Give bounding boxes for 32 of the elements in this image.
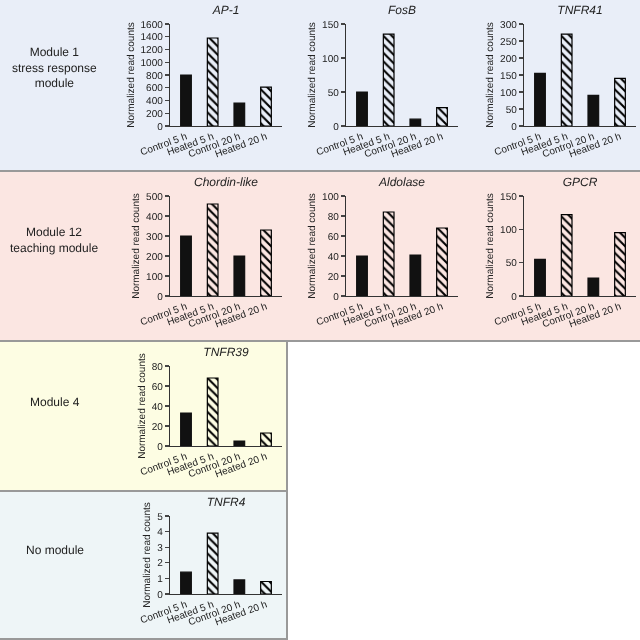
bar [206,203,219,296]
bar [206,37,219,126]
bar [436,107,448,126]
bar [180,235,192,296]
bar [534,72,546,126]
bar [382,211,395,296]
bar [560,33,573,126]
bar [614,232,626,296]
bar [587,94,600,126]
bar [260,432,272,446]
bar [180,412,192,446]
bar [436,227,448,296]
bar [382,33,395,126]
bar [180,74,192,126]
bar [233,102,246,126]
bar [260,86,272,126]
bar [534,258,546,296]
bar [206,532,219,594]
bar [409,254,422,296]
bar [233,579,246,594]
bar [206,377,219,446]
bar [614,77,626,126]
bar [260,229,272,296]
bar [560,214,573,296]
bar [356,255,368,296]
bar [356,91,368,126]
bar [587,277,600,296]
bar [180,571,192,594]
bar [233,255,246,296]
bar [260,580,272,594]
bar [233,440,246,446]
bar [409,118,422,126]
